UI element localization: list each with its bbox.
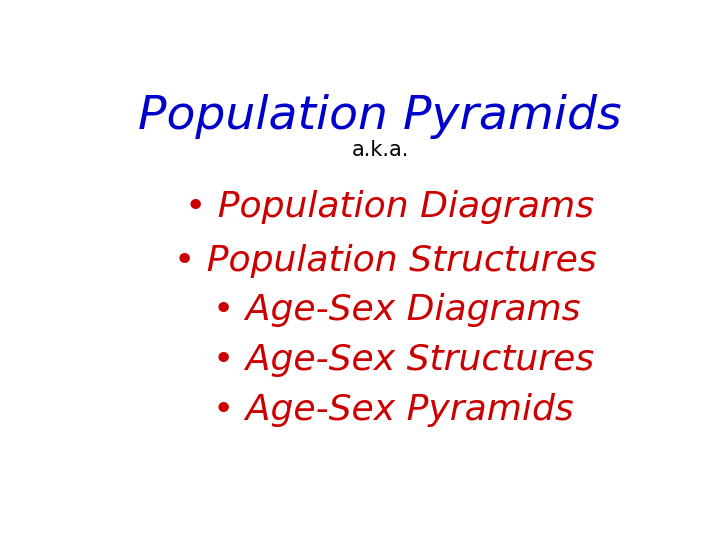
- Text: • Age-Sex Structures: • Age-Sex Structures: [213, 343, 594, 377]
- Text: • Age-Sex Pyramids: • Age-Sex Pyramids: [213, 393, 574, 427]
- Text: Population Pyramids: Population Pyramids: [138, 94, 622, 139]
- Text: • Population Diagrams: • Population Diagrams: [185, 190, 594, 224]
- Text: a.k.a.: a.k.a.: [351, 140, 409, 160]
- Text: • Population Structures: • Population Structures: [174, 244, 596, 278]
- Text: • Age-Sex Diagrams: • Age-Sex Diagrams: [213, 294, 580, 327]
